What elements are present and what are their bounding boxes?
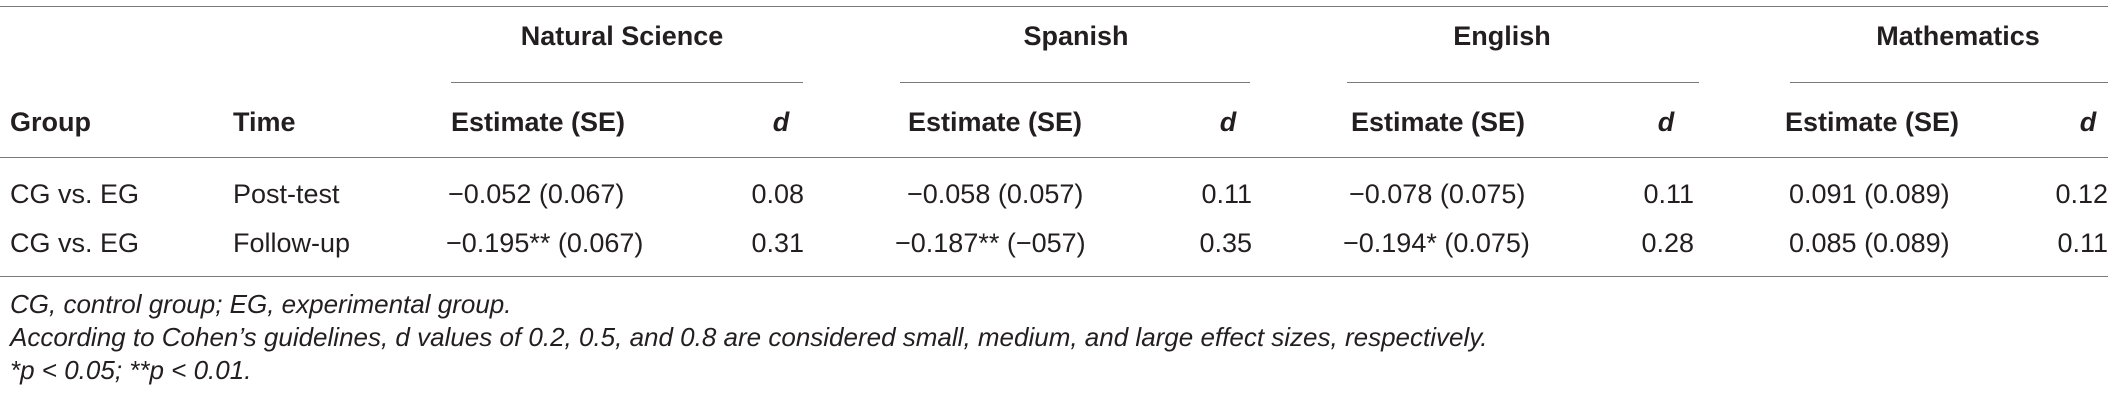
row-time: Post-test bbox=[233, 179, 340, 209]
column-header-estimate: Estimate (SE) bbox=[1351, 107, 1526, 137]
column-header-group: Group bbox=[10, 107, 91, 137]
column-header-estimate: Estimate (SE) bbox=[1785, 107, 1960, 137]
estimate-mathematics: 0.091 (0.089) bbox=[1789, 179, 1950, 209]
column-header-time: Time bbox=[233, 107, 296, 137]
d-spanish: 0.11 bbox=[1201, 179, 1252, 209]
header-rule bbox=[0, 157, 2108, 158]
d-natural-science: 0.08 bbox=[751, 179, 804, 209]
table-bottom-rule bbox=[0, 276, 2108, 277]
d-spanish: 0.35 bbox=[1199, 228, 1252, 258]
column-header-d: d bbox=[772, 107, 790, 137]
row-time: Follow-up bbox=[233, 228, 351, 258]
column-header-estimate: Estimate (SE) bbox=[451, 107, 626, 137]
subject-header-mathematics: Mathematics bbox=[1876, 21, 2040, 51]
footnote-significance: *p < 0.05; **p < 0.01. bbox=[10, 355, 252, 385]
subject-header-spanish: Spanish bbox=[1023, 21, 1129, 51]
column-header-estimate: Estimate (SE) bbox=[908, 107, 1083, 137]
row-group: CG vs. EG bbox=[10, 228, 140, 258]
estimate-natural-science: −0.052 (0.067) bbox=[448, 179, 625, 209]
spanner-rule-spanish bbox=[900, 82, 1250, 83]
footnote-effect-sizes: According to Cohen’s guidelines, d value… bbox=[10, 322, 1488, 352]
table-footnotes: CG, control group; EG, experimental grou… bbox=[10, 288, 2110, 387]
table-top-rule bbox=[0, 6, 2108, 7]
row-group: CG vs. EG bbox=[10, 179, 140, 209]
d-natural-science: 0.31 bbox=[751, 228, 804, 258]
column-header-d: d bbox=[1657, 107, 1675, 137]
estimate-english: −0.194* (0.075) bbox=[1343, 228, 1530, 258]
estimate-english: −0.078 (0.075) bbox=[1349, 179, 1526, 209]
spanner-rule-natural-science bbox=[451, 82, 803, 83]
d-english: 0.11 bbox=[1643, 179, 1694, 209]
results-table: Natural Science Spanish English Mathemat… bbox=[0, 6, 2108, 277]
estimate-mathematics: 0.085 (0.089) bbox=[1789, 228, 1950, 258]
subject-header-english: English bbox=[1453, 21, 1551, 51]
estimate-natural-science: −0.195** (0.067) bbox=[446, 228, 644, 258]
spanner-rule-mathematics bbox=[1790, 82, 2108, 83]
d-mathematics: 0.11 bbox=[2057, 228, 2108, 258]
spanner-rule-english bbox=[1347, 82, 1699, 83]
d-english: 0.28 bbox=[1641, 228, 1694, 258]
column-header-d: d bbox=[1219, 107, 1237, 137]
d-mathematics: 0.12 bbox=[2055, 179, 2108, 209]
subject-header-natural-science: Natural Science bbox=[520, 21, 724, 51]
estimate-spanish: −0.187** (−057) bbox=[895, 228, 1086, 258]
estimate-spanish: −0.058 (0.057) bbox=[907, 179, 1084, 209]
footnote-abbreviations: CG, control group; EG, experimental grou… bbox=[10, 289, 512, 319]
column-header-d: d bbox=[2079, 107, 2097, 137]
